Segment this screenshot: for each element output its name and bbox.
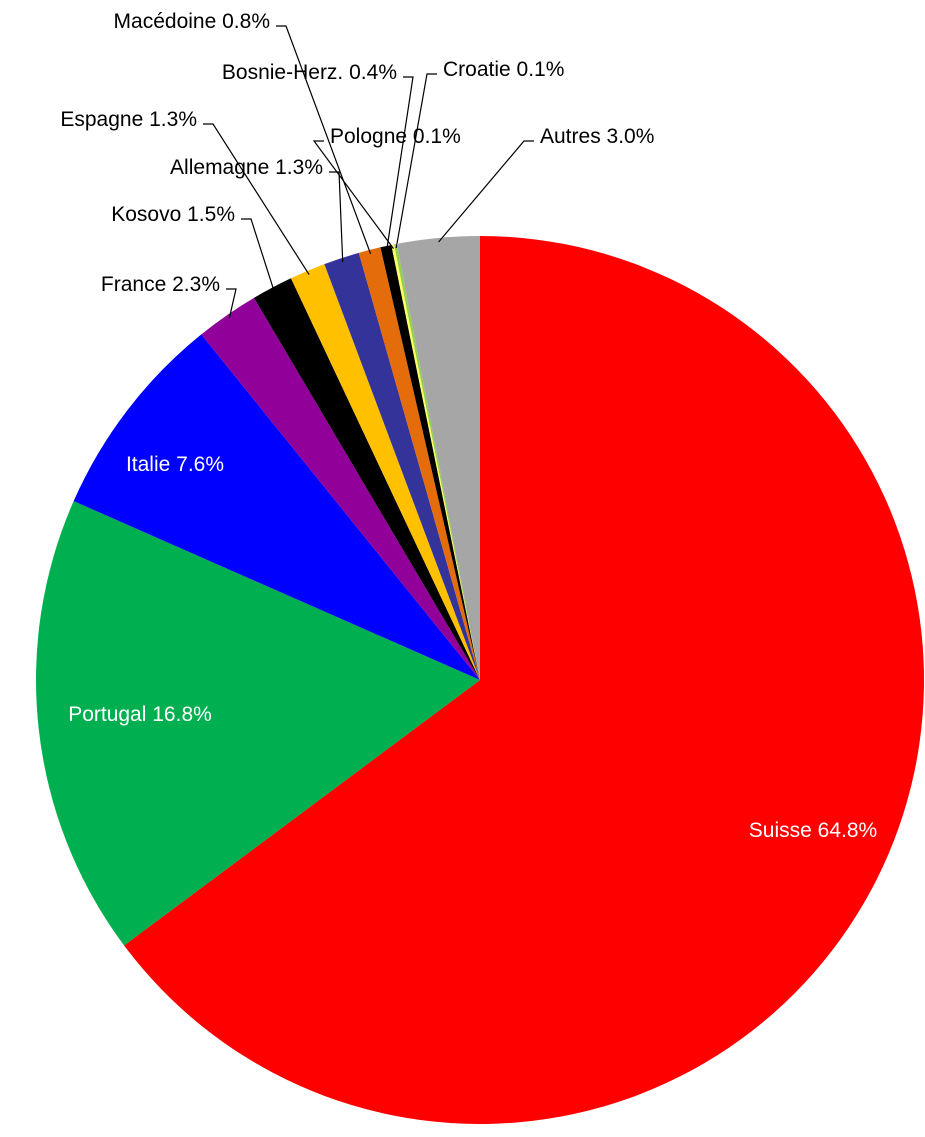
pie-slice [35, 501, 480, 946]
slice-value: 3.0% [607, 125, 655, 148]
slice-value: 0.4% [349, 61, 397, 84]
pie-slice [358, 247, 480, 681]
slice-category: Bosnie-Herz. [222, 61, 343, 84]
slice-label: Italie 7.6% [126, 453, 224, 476]
leader-line [226, 288, 237, 319]
slice-value: 0.1% [517, 58, 565, 81]
slice-category: Macédoine [114, 10, 217, 33]
slice-category: Portugal [68, 703, 146, 726]
leader-line [276, 25, 372, 255]
pie-slice [124, 236, 925, 1124]
slice-label: Bosnie-Herz. 0.4% [222, 61, 397, 84]
leader-line [203, 123, 310, 275]
slice-value: 64.8% [818, 819, 878, 842]
slice-label: Espagne 1.3% [60, 108, 197, 131]
pie-slice [253, 278, 480, 680]
slice-value: 0.1% [413, 125, 461, 148]
slice-label: Croatie 0.1% [443, 58, 564, 81]
slice-category: Italie [126, 453, 170, 476]
pie-slice [391, 244, 480, 680]
leader-line [329, 171, 344, 262]
pie-slice [324, 252, 480, 680]
leader-line [438, 140, 534, 243]
slice-label: Pologne 0.1% [330, 125, 461, 148]
leader-line [386, 76, 414, 251]
slice-value: 1.3% [275, 156, 323, 179]
slice-value: 2.3% [172, 273, 220, 296]
leader-line [312, 140, 394, 249]
pie-slice [290, 264, 480, 680]
slice-label: Allemagne 1.3% [170, 156, 323, 179]
slice-value: 7.6% [176, 453, 224, 476]
pie-slice [380, 244, 480, 681]
pie-slice [396, 236, 480, 680]
slice-label: Portugal 16.8% [68, 703, 212, 726]
slice-category: Suisse [749, 819, 812, 842]
slice-value: 1.5% [187, 203, 235, 226]
slice-category: Kosovo [111, 203, 181, 226]
pie-slice [201, 297, 480, 680]
pie-slice [73, 334, 480, 680]
slice-label: Autres 3.0% [540, 125, 654, 148]
slice-label: France 2.3% [101, 273, 220, 296]
slice-label: Suisse 64.8% [749, 819, 877, 842]
slice-label: Macédoine 0.8% [114, 10, 270, 33]
slice-value: 16.8% [152, 703, 212, 726]
slice-category: Croatie [443, 58, 511, 81]
slice-category: Allemagne [170, 156, 269, 179]
leader-line [395, 73, 437, 249]
leader-line [241, 218, 275, 292]
slice-category: Autres [540, 125, 601, 148]
slice-value: 0.8% [222, 10, 270, 33]
slice-category: Espagne [60, 108, 143, 131]
pie-slice [394, 243, 480, 681]
slice-category: Pologne [330, 125, 407, 148]
slice-value: 1.3% [149, 108, 197, 131]
slice-category: France [101, 273, 166, 296]
slice-label: Kosovo 1.5% [111, 203, 235, 226]
